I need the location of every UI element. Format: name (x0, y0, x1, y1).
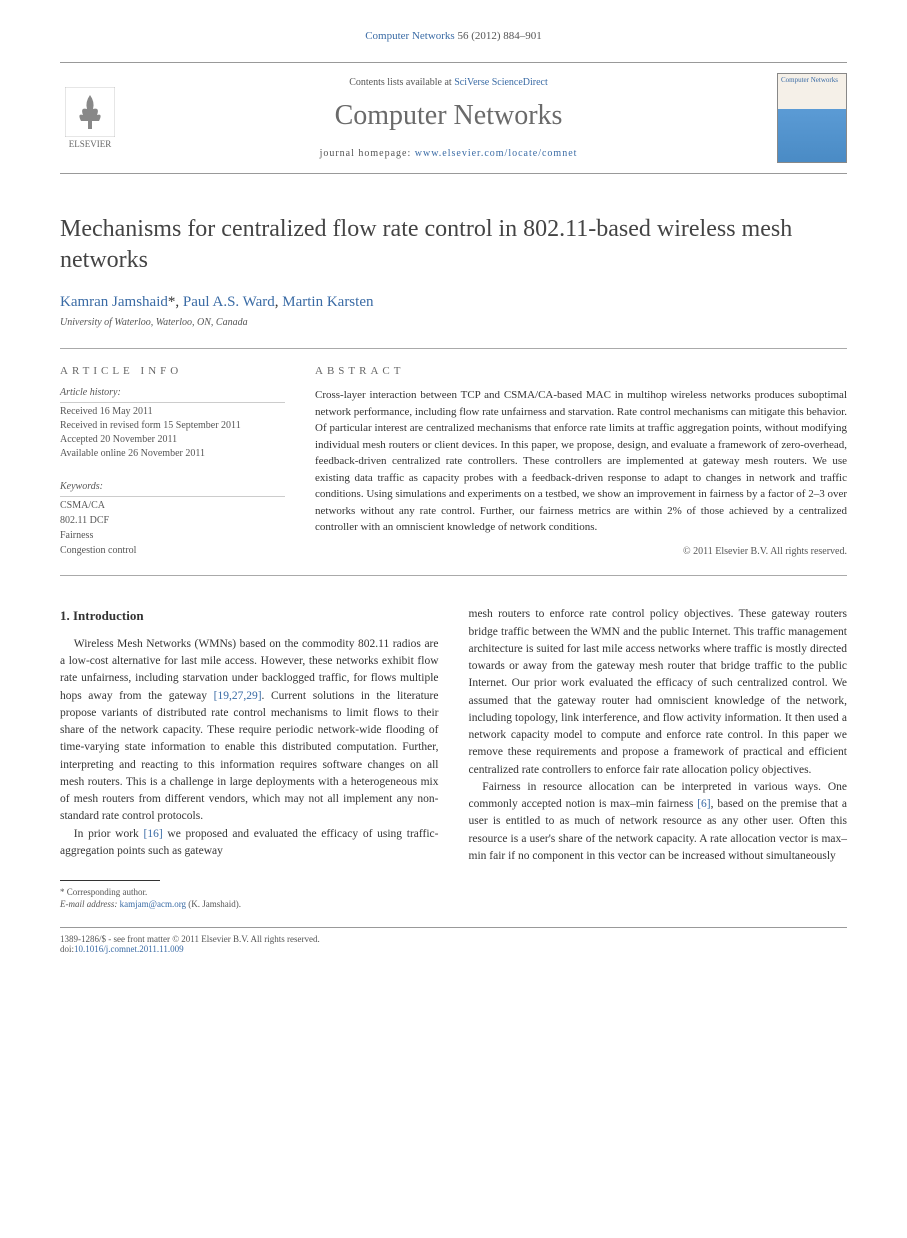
history-revised: Received in revised form 15 September 20… (60, 419, 285, 433)
masthead: ELSEVIER Contents lists available at Sci… (60, 62, 847, 174)
article-info-heading: article info (60, 365, 285, 377)
homepage-line: journal homepage: www.elsevier.com/locat… (135, 148, 762, 159)
abstract-heading: abstract (315, 365, 847, 377)
journal-cover-thumbnail[interactable]: Computer Networks (777, 73, 847, 163)
doi-line: doi:10.1016/j.comnet.2011.11.009 (60, 944, 847, 954)
doi-prefix: doi: (60, 944, 74, 954)
citation-journal-link[interactable]: Computer Networks (365, 30, 455, 42)
corresponding-footnote: * Corresponding author. (60, 887, 439, 899)
keyword-3: Fairness (60, 529, 285, 543)
elsevier-logo-text: ELSEVIER (69, 139, 112, 149)
intro-para-1: Wireless Mesh Networks (WMNs) based on t… (60, 636, 439, 826)
abstract-block: abstract Cross-layer interaction between… (315, 365, 847, 559)
author-2[interactable]: Paul A.S. Ward (183, 294, 275, 310)
keywords-list: CSMA/CA 802.11 DCF Fairness Congestion c… (60, 499, 285, 558)
article-info: article info Article history: Received 1… (60, 365, 285, 559)
cover-thumb-title: Computer Networks (781, 77, 843, 85)
doi-link[interactable]: 10.1016/j.comnet.2011.11.009 (74, 944, 184, 954)
elsevier-logo[interactable]: ELSEVIER (60, 83, 120, 153)
keywords-heading: Keywords: (60, 481, 285, 497)
author-3[interactable]: Martin Karsten (282, 294, 373, 310)
intro-para-3: Fairness in resource allocation can be i… (469, 779, 848, 865)
affiliation: University of Waterloo, Waterloo, ON, Ca… (60, 317, 847, 328)
intro-para-2: In prior work [16] we proposed and evalu… (60, 826, 439, 861)
author-1[interactable]: Kamran Jamshaid (60, 294, 168, 310)
top-citation: Computer Networks 56 (2012) 884–901 (60, 30, 847, 42)
ref-6[interactable]: [6] (697, 798, 710, 810)
keyword-4: Congestion control (60, 544, 285, 558)
article-title: Mechanisms for centralized flow rate con… (60, 214, 847, 276)
email-footnote: E-mail address: kamjam@acm.org (K. Jamsh… (60, 899, 439, 911)
front-matter-line: 1389-1286/$ - see front matter © 2011 El… (60, 934, 847, 944)
history-received: Received 16 May 2011 (60, 405, 285, 419)
author-sep-1: , (175, 294, 183, 310)
contents-line: Contents lists available at SciVerse Sci… (135, 77, 762, 88)
info-abstract-row: article info Article history: Received 1… (60, 348, 847, 576)
abstract-copyright: © 2011 Elsevier B.V. All rights reserved… (315, 546, 847, 557)
abstract-text: Cross-layer interaction between TCP and … (315, 387, 847, 536)
masthead-center: Contents lists available at SciVerse Sci… (135, 77, 762, 159)
body-column-right: mesh routers to enforce rate control pol… (469, 606, 848, 910)
section-1-heading: 1. Introduction (60, 606, 439, 626)
email-suffix: (K. Jamshaid). (186, 899, 241, 909)
intro-para-2-cont: mesh routers to enforce rate control pol… (469, 606, 848, 779)
body-column-left: 1. Introduction Wireless Mesh Networks (… (60, 606, 439, 910)
footnote-separator (60, 880, 160, 881)
ref-16[interactable]: [16] (144, 828, 163, 840)
sciencedirect-link[interactable]: SciVerse ScienceDirect (454, 77, 548, 88)
homepage-prefix: journal homepage: (320, 148, 415, 159)
email-link[interactable]: kamjam@acm.org (120, 899, 186, 909)
body-columns: 1. Introduction Wireless Mesh Networks (… (60, 606, 847, 910)
history-accepted: Accepted 20 November 2011 (60, 433, 285, 447)
email-label: E-mail address: (60, 899, 120, 909)
contents-prefix: Contents lists available at (349, 77, 454, 88)
bottom-meta: 1389-1286/$ - see front matter © 2011 El… (60, 927, 847, 954)
history-heading: Article history: (60, 387, 285, 403)
keyword-1: CSMA/CA (60, 499, 285, 513)
authors: Kamran Jamshaid*, Paul A.S. Ward, Martin… (60, 294, 847, 311)
history-online: Available online 26 November 2011 (60, 447, 285, 461)
homepage-link[interactable]: www.elsevier.com/locate/comnet (415, 148, 578, 159)
citation-vol-pages: 56 (2012) 884–901 (455, 30, 542, 42)
elsevier-tree-icon (65, 87, 115, 137)
keyword-2: 802.11 DCF (60, 514, 285, 528)
journal-name: Computer Networks (135, 100, 762, 132)
ref-19-27-29[interactable]: [19,27,29] (214, 690, 262, 702)
